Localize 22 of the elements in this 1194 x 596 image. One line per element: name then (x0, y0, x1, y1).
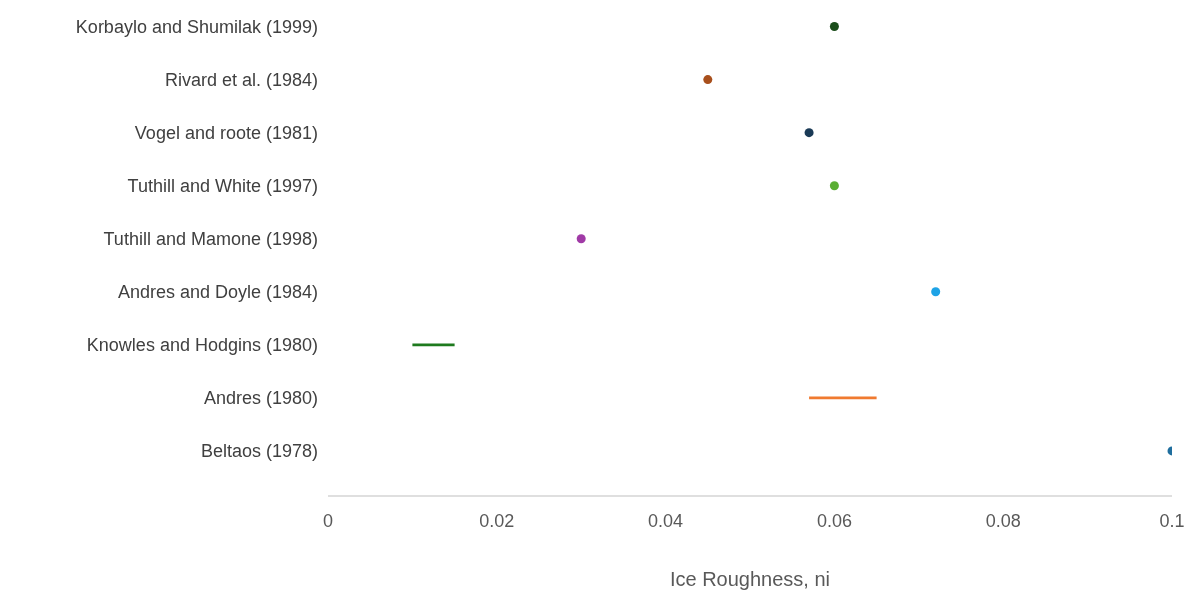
y-tick-label: Andres and Doyle (1984) (117, 282, 318, 303)
y-tick-label: Knowles and Hodgins (1980) (86, 335, 318, 356)
y-tick-label: Rivard et al. (1984) (164, 70, 318, 90)
x-tick-label: 0.08 (985, 510, 1021, 531)
y-tick-label: Andres (1980) (203, 388, 318, 409)
x-tick-label: 0.02 (479, 510, 515, 531)
y-tick-label: Tuthill and Mamone (1998) (103, 229, 318, 250)
point (703, 75, 713, 85)
y-tick-label: Beltaos (1978) (200, 441, 318, 462)
x-tick-label: 0 (322, 510, 334, 531)
point (829, 22, 839, 32)
x-tick-label: 0.1 (1159, 510, 1185, 531)
x-axis-title: Ice Roughness, ni (669, 568, 831, 590)
y-tick-label: Vogel and roote (1981) (134, 123, 318, 144)
point (829, 181, 839, 191)
x-tick-label: 0.06 (816, 510, 852, 531)
y-tick-label: Korbaylo and Shumilak (1999) (75, 16, 318, 37)
point (931, 287, 941, 297)
x-tick-label: 0.04 (648, 510, 684, 531)
point (804, 128, 814, 138)
y-tick-label: Tuthill and White (1997) (127, 176, 318, 197)
point (576, 234, 586, 244)
